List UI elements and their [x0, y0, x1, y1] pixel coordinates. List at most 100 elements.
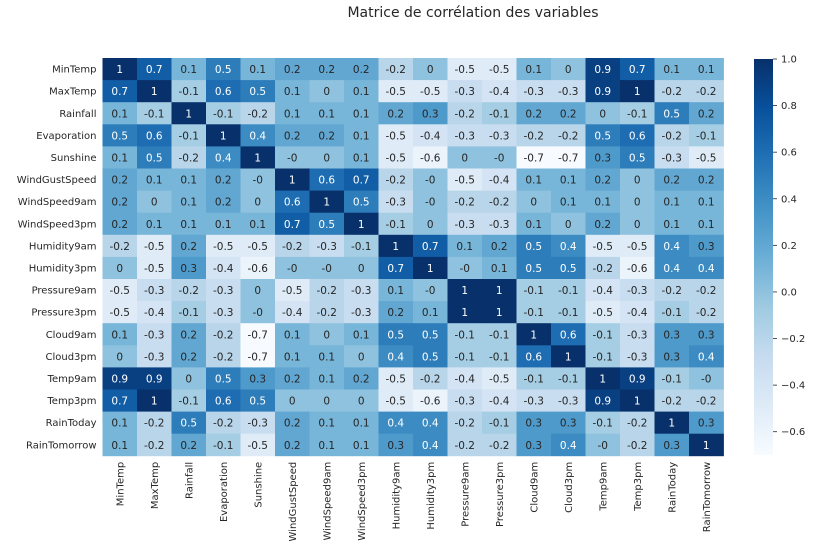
heatmap-cell-temp9am-temp9am [585, 367, 621, 390]
cell-value-label: 0 [358, 396, 365, 408]
cell-value-label: 0.1 [353, 130, 370, 142]
cell-value-label: -0.4 [627, 307, 648, 319]
column-label-sunshine: Sunshine [253, 462, 264, 508]
cell-value-label: 0 [461, 152, 468, 164]
cell-value-label: -0.3 [317, 241, 338, 253]
heatmap-cell-pressure3pm-raintoday [654, 301, 690, 324]
cell-value-label: -0 [701, 373, 711, 385]
cell-value-label: -0.2 [627, 440, 648, 452]
cell-value-label: 0.5 [663, 108, 680, 120]
heatmap-cell-windspeed3pm-humidity9am [378, 212, 414, 236]
cell-value-label: 0.2 [284, 418, 301, 430]
cell-value-label: -0.1 [179, 307, 200, 319]
cell-value-label: 0.3 [525, 440, 542, 452]
heatmap-cell-humidity3pm-pressure3pm [482, 256, 517, 280]
heatmap-cell-mintemp-humidity3pm [413, 58, 448, 81]
cell-value-label: -0.5 [489, 373, 510, 385]
heatmap-cell-maxtemp-mintemp [102, 80, 138, 103]
cell-value-label: 1 [392, 241, 399, 253]
heatmap-cell-windspeed3pm-humidity3pm [413, 212, 448, 236]
cell-value-label: 0.2 [387, 307, 404, 319]
colorbar-tick-label: 0.8 [781, 101, 797, 112]
heatmap-cell-pressure9am-mintemp [102, 279, 138, 302]
heatmap-cell-cloud3pm-pressure3pm [482, 345, 517, 368]
cell-value-label: -0.3 [489, 219, 510, 231]
heatmap-cell-cloud3pm-temp3pm [620, 345, 655, 368]
cell-value-label: -0.6 [627, 263, 648, 275]
heatmap-cell-cloud9am-temp9am [585, 323, 621, 346]
heatmap-cell-evaporation-cloud9am [516, 124, 552, 147]
heatmap-cell-pressure3pm-pressure9am [447, 301, 483, 324]
cell-value-label: 0.3 [698, 329, 715, 341]
cell-value-label: 1 [358, 219, 365, 231]
cell-value-label: 0 [358, 351, 365, 363]
cell-value-label: -0.1 [593, 418, 614, 430]
cell-value-label: -0.1 [662, 307, 683, 319]
cell-value-label: -0.7 [248, 351, 269, 363]
cell-value-label: 1 [151, 86, 158, 98]
heatmap-cell-temp3pm-raintoday [654, 389, 690, 412]
heatmap-cell-humidity3pm-rainfall [171, 256, 207, 280]
cell-value-label: -0.6 [420, 396, 441, 408]
cell-value-label: -0.1 [593, 329, 614, 341]
cell-value-label: 0.2 [491, 241, 508, 253]
heatmap-cell-pressure3pm-windspeed3pm [344, 301, 379, 324]
heatmap-cell-maxtemp-raintomorrow [689, 80, 724, 103]
cell-value-label: 0.1 [180, 64, 197, 76]
heatmap-cell-mintemp-raintomorrow [689, 58, 724, 81]
cell-value-label: -0.1 [179, 396, 200, 408]
heatmap-cell-mintemp-windspeed3pm [344, 58, 379, 81]
cell-value-label: 0.1 [180, 197, 197, 209]
cell-value-label: 0 [254, 285, 261, 297]
cell-value-label: 0.5 [215, 373, 232, 385]
cell-value-label: 0 [116, 351, 123, 363]
heatmap-cell-raintoday-temp3pm [620, 411, 655, 435]
heatmap-cell-cloud9am-windgustspeed [275, 323, 310, 346]
cell-value-label: 0.2 [663, 175, 680, 187]
cell-value-label: -0.3 [144, 351, 165, 363]
cell-value-label: 0.1 [318, 108, 335, 120]
heatmap-cell-cloud9am-evaporation [206, 323, 241, 346]
cell-value-label: 0.1 [111, 152, 128, 164]
heatmap-cell-cloud3pm-maxtemp [137, 345, 172, 368]
cell-value-label: -0.3 [627, 329, 648, 341]
heatmap-cell-humidity3pm-humidity3pm [413, 256, 448, 280]
cell-value-label: 0.5 [111, 130, 128, 142]
cell-value-label: 0.5 [249, 396, 266, 408]
row-label-cloud9am: Cloud9am [46, 330, 97, 341]
cell-value-label: 0.3 [698, 241, 715, 253]
colorbar-tick-label: 0.6 [781, 148, 797, 159]
heatmap-cell-cloud9am-cloud9am [516, 323, 552, 346]
cell-value-label: -0 [494, 152, 504, 164]
heatmap-cell-evaporation-temp3pm [620, 124, 655, 147]
heatmap-cell-pressure9am-windgustspeed [275, 279, 310, 302]
heatmap-cell-windspeed3pm-windspeed9am [309, 212, 345, 236]
heatmap-cell-humidity3pm-windspeed9am [309, 256, 345, 280]
heatmap-cell-temp9am-windgustspeed [275, 367, 310, 390]
heatmap-cell-temp9am-pressure9am [447, 367, 483, 390]
heatmap-cell-raintomorrow-pressure9am [447, 433, 483, 457]
cell-value-label: 0.1 [249, 64, 266, 76]
colorbar-tick-label: 0.4 [781, 194, 797, 205]
cell-value-label: 0.6 [560, 329, 577, 341]
heatmap-cell-windgustspeed-mintemp [102, 168, 138, 191]
heatmap-cell-sunshine-rainfall [171, 146, 207, 169]
column-label-windgustspeed: WindGustSpeed [288, 462, 299, 542]
cell-value-label: 0.9 [629, 373, 646, 385]
heatmap-cell-cloud9am-pressure3pm [482, 323, 517, 346]
cell-value-label: 0.2 [180, 241, 197, 253]
heatmap-cell-mintemp-evaporation [206, 58, 241, 81]
cell-value-label: 0.1 [456, 241, 473, 253]
heatmap-cell-humidity9am-cloud3pm [551, 234, 586, 258]
cell-value-label: -0.5 [386, 130, 407, 142]
heatmap-cell-windgustspeed-humidity9am [378, 168, 414, 191]
heatmap-cell-raintoday-evaporation [206, 411, 241, 435]
cell-value-label: 0.1 [560, 175, 577, 187]
heatmap-cell-windgustspeed-maxtemp [137, 168, 172, 191]
cell-value-label: 0.1 [249, 219, 266, 231]
heatmap-cell-cloud9am-humidity9am [378, 323, 414, 346]
cell-value-label: 0.9 [594, 64, 611, 76]
cell-value-label: -0 [460, 263, 470, 275]
heatmap-cell-rainfall-windspeed3pm [344, 102, 379, 125]
heatmap-cell-mintemp-cloud9am [516, 58, 552, 81]
